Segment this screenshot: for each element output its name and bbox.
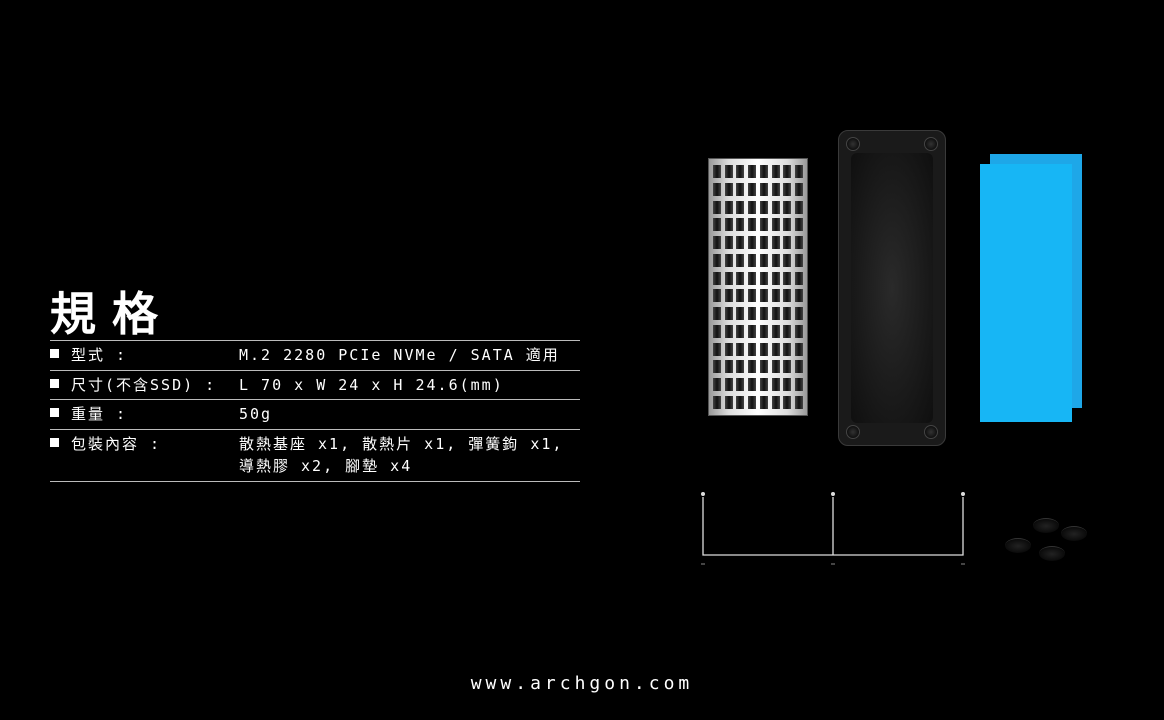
- spec-value: L 70 x W 24 x H 24.6(mm): [239, 374, 504, 397]
- spring-clip-icon: [698, 492, 968, 567]
- spec-label: 重量 :: [71, 403, 239, 424]
- spec-label: 包裝內容 :: [71, 433, 239, 454]
- spec-label: 型式 :: [71, 344, 239, 365]
- product-illustration: [690, 130, 1110, 470]
- page-title: 規格: [50, 278, 174, 344]
- spec-value: 50g: [239, 403, 272, 426]
- rubber-feet-icon: [1005, 518, 1095, 566]
- bullet-icon: [50, 349, 59, 358]
- spec-value: 散熱基座 x1, 散熱片 x1, 彈簧鉤 x1, 導熱膠 x2, 腳墊 x4: [239, 433, 563, 478]
- thermal-pad-icon: [980, 164, 1072, 422]
- screw-icon: [924, 425, 938, 439]
- base-plate-icon: [838, 130, 946, 446]
- spec-table: 型式 : M.2 2280 PCIe NVMe / SATA 適用 尺寸(不含S…: [50, 340, 580, 482]
- bullet-icon: [50, 408, 59, 417]
- bullet-icon: [50, 379, 59, 388]
- table-row: 重量 : 50g: [50, 400, 580, 430]
- footer-url: www.archgon.com: [0, 673, 1164, 694]
- screw-icon: [846, 425, 860, 439]
- screw-icon: [924, 137, 938, 151]
- table-row: 包裝內容 : 散熱基座 x1, 散熱片 x1, 彈簧鉤 x1, 導熱膠 x2, …: [50, 430, 580, 482]
- table-row: 尺寸(不含SSD) : L 70 x W 24 x H 24.6(mm): [50, 371, 580, 401]
- bullet-icon: [50, 438, 59, 447]
- heatsink-icon: [708, 158, 808, 416]
- spec-value: M.2 2280 PCIe NVMe / SATA 適用: [239, 344, 560, 367]
- screw-icon: [846, 137, 860, 151]
- spec-label: 尺寸(不含SSD) :: [71, 374, 239, 395]
- table-row: 型式 : M.2 2280 PCIe NVMe / SATA 適用: [50, 340, 580, 371]
